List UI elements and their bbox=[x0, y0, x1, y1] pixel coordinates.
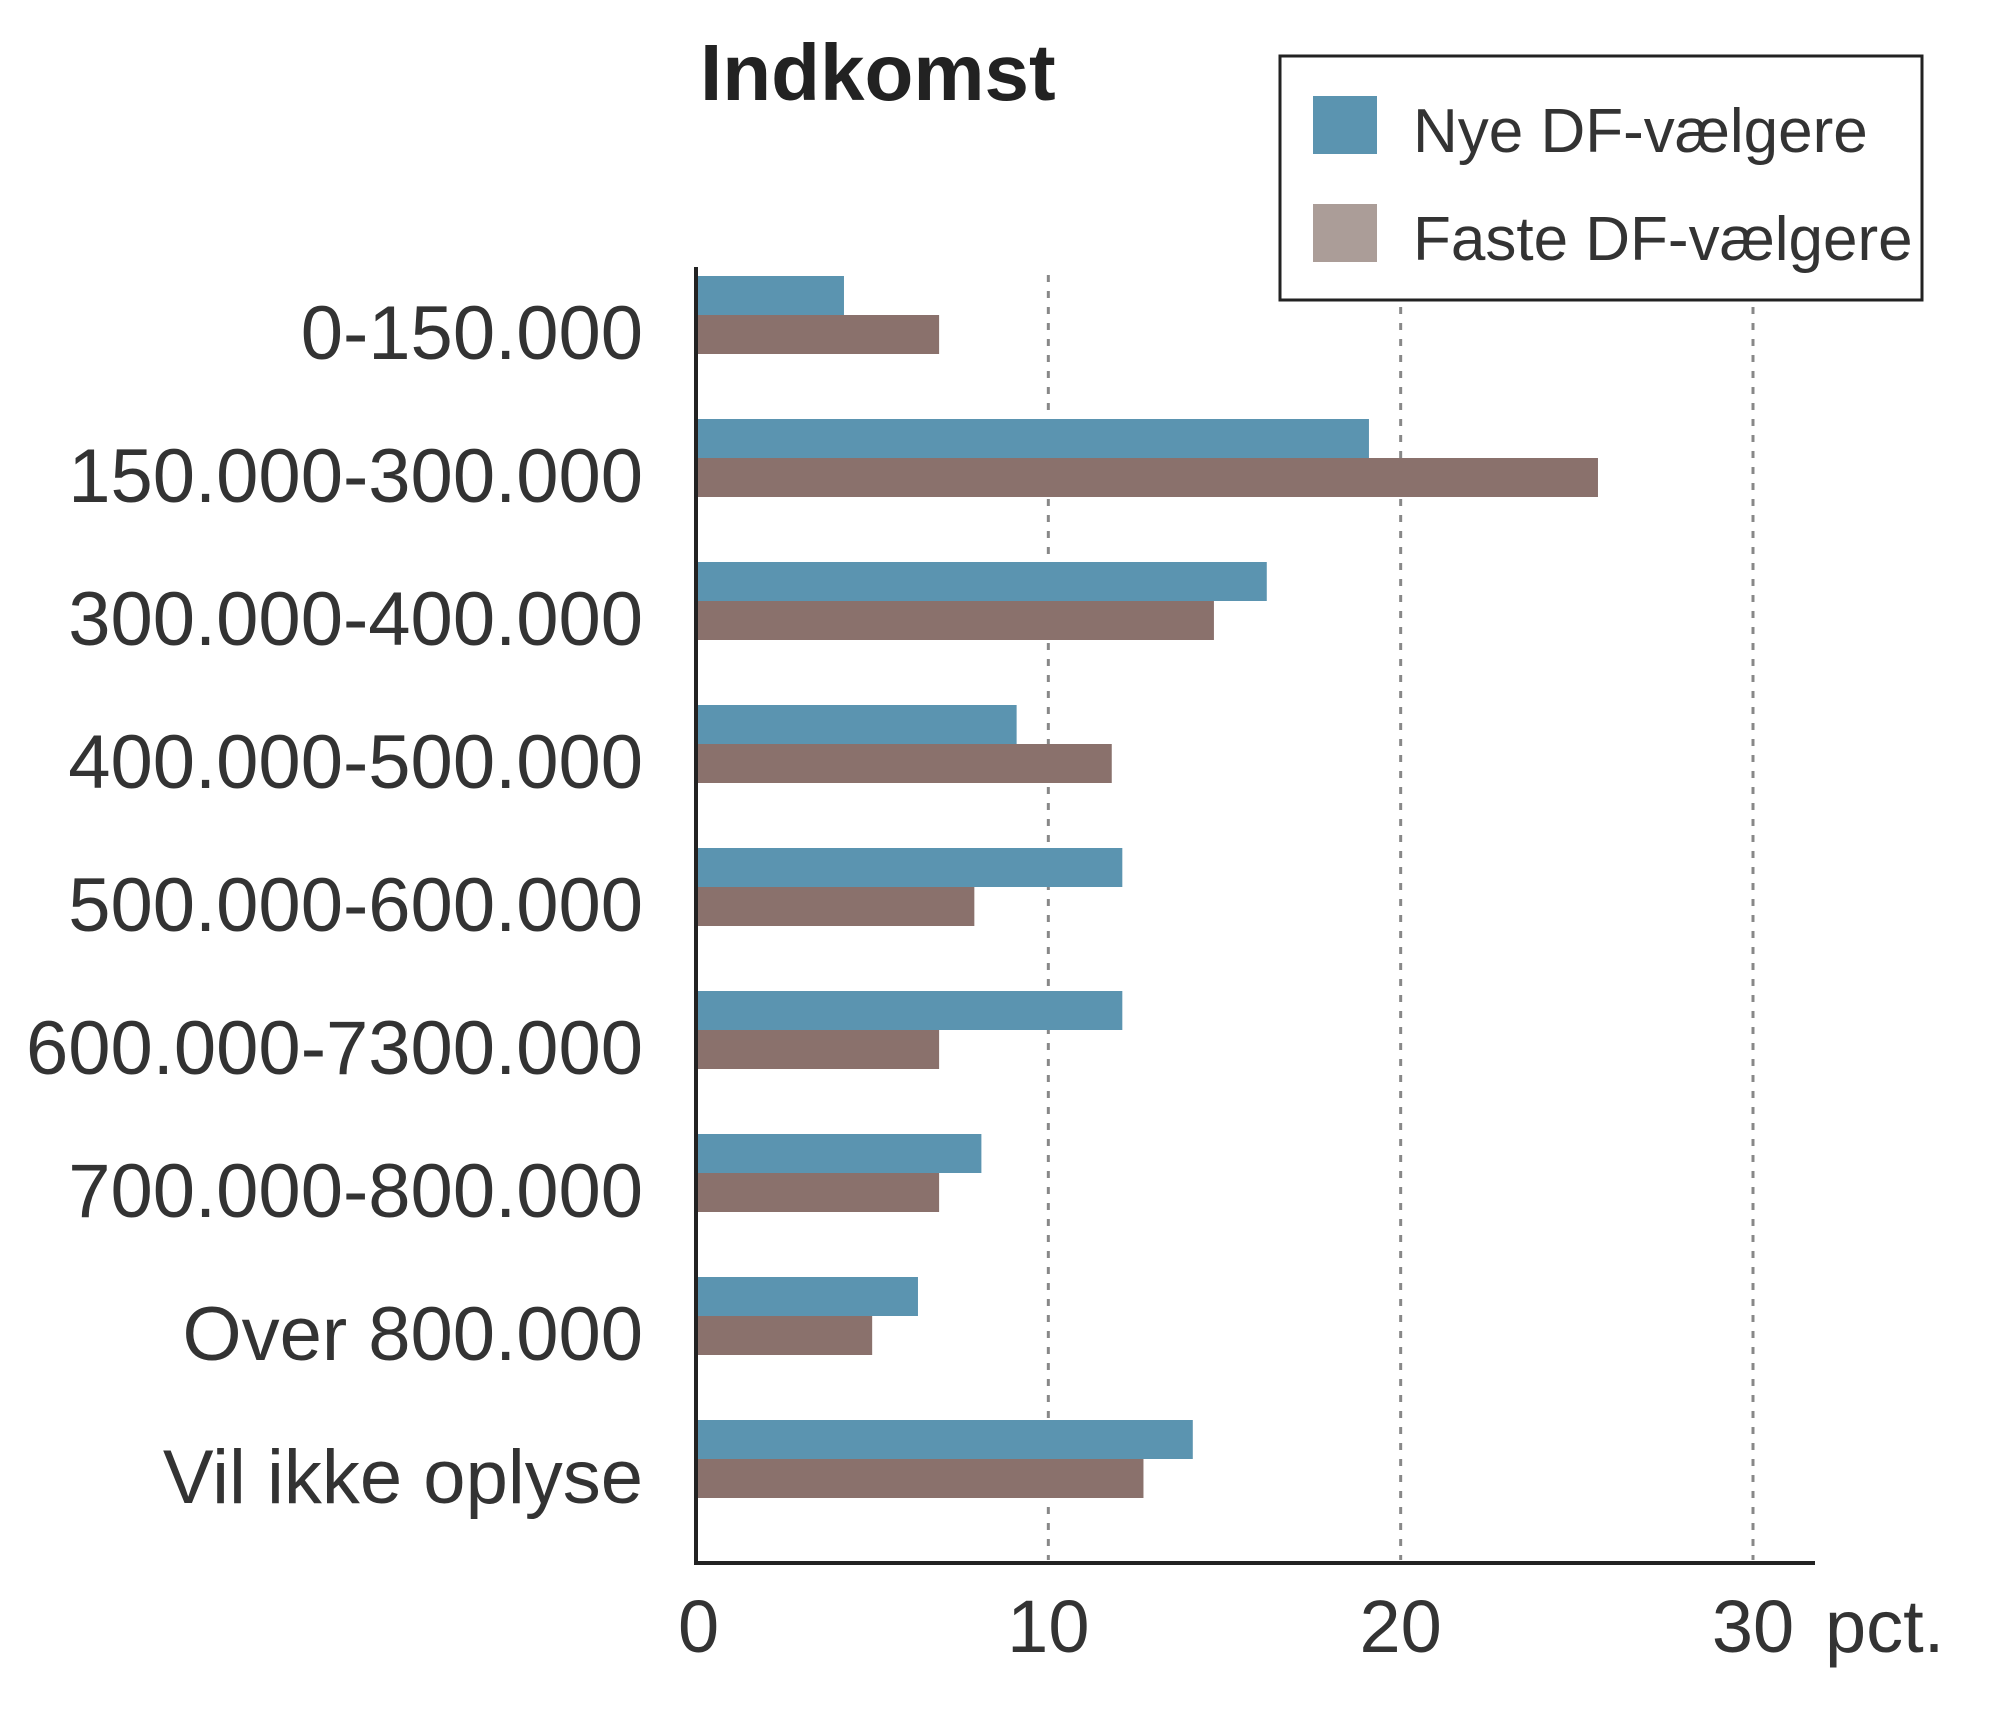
category-labels: 0-150.000 150.000-300.000 300.000-400.000 4… bbox=[26, 291, 643, 1520]
bar-nye bbox=[696, 1420, 1193, 1459]
bar-nye bbox=[696, 276, 844, 315]
bar-faste bbox=[696, 315, 940, 354]
unit-label: pct. bbox=[1825, 1585, 1944, 1668]
bar-faste bbox=[696, 1316, 873, 1355]
category-label: 150.000-300.000 bbox=[68, 434, 643, 519]
legend-label-nye: Nye DF-vælgere bbox=[1413, 97, 1868, 166]
legend: Nye DF-vælgere Faste DF-vælgere bbox=[1278, 54, 1924, 302]
category-label: Over 800.000 bbox=[182, 1292, 643, 1377]
x-tick-label: 0 bbox=[678, 1585, 719, 1668]
category-label: 500.000-600.000 bbox=[68, 863, 643, 948]
bar-nye bbox=[696, 705, 1017, 744]
legend-swatch-faste bbox=[1313, 204, 1377, 262]
bar-faste bbox=[696, 601, 1214, 640]
category-label: 0-150.000 bbox=[301, 291, 643, 376]
x-tick-labels: 0 10 20 30 bbox=[678, 1585, 1794, 1668]
legend-swatch-nye bbox=[1313, 96, 1377, 154]
bar-faste bbox=[696, 744, 1112, 783]
category-label: Vil ikke oplyse bbox=[163, 1435, 643, 1520]
chart-title: Indkomst bbox=[700, 28, 1056, 117]
category-label: 600.000-7300.000 bbox=[26, 1006, 643, 1091]
category-label: 300.000-400.000 bbox=[68, 577, 643, 662]
bar-faste bbox=[696, 887, 975, 926]
bar-faste bbox=[696, 458, 1598, 497]
bars bbox=[696, 276, 1598, 1498]
bar-nye bbox=[696, 419, 1369, 458]
bar-faste bbox=[696, 1173, 940, 1212]
x-tick-label: 30 bbox=[1712, 1585, 1794, 1668]
bar-nye bbox=[696, 848, 1123, 887]
category-label: 700.000-800.000 bbox=[68, 1149, 643, 1234]
category-label: 400.000-500.000 bbox=[68, 720, 643, 805]
bar-nye bbox=[696, 991, 1123, 1030]
x-tick-label: 10 bbox=[1007, 1585, 1089, 1668]
bar-nye bbox=[696, 1277, 918, 1316]
bar-nye bbox=[696, 562, 1267, 601]
bar-nye bbox=[696, 1134, 982, 1173]
bar-faste bbox=[696, 1459, 1144, 1498]
bar-faste bbox=[696, 1030, 940, 1069]
legend-box bbox=[1278, 54, 1924, 302]
legend-label-faste: Faste DF-vælgere bbox=[1413, 205, 1913, 274]
x-tick-label: 20 bbox=[1360, 1585, 1442, 1668]
